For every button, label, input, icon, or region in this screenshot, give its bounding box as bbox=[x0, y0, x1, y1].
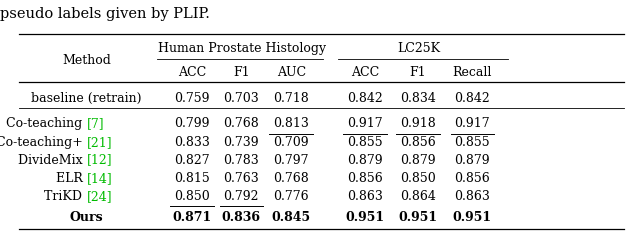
Text: 0.815: 0.815 bbox=[174, 172, 210, 185]
Text: 0.792: 0.792 bbox=[223, 190, 259, 203]
Text: 0.703: 0.703 bbox=[223, 92, 259, 105]
Text: ELR: ELR bbox=[56, 172, 86, 185]
Text: pseudo labels given by PLIP.: pseudo labels given by PLIP. bbox=[0, 7, 210, 21]
Text: TriKD [24]: TriKD [24] bbox=[52, 190, 120, 203]
Text: 0.833: 0.833 bbox=[174, 136, 210, 149]
Text: 0.879: 0.879 bbox=[400, 154, 436, 167]
Text: 0.879: 0.879 bbox=[347, 154, 383, 167]
Text: Method: Method bbox=[62, 54, 111, 67]
Text: Ours: Ours bbox=[70, 211, 103, 224]
Text: 0.871: 0.871 bbox=[172, 211, 212, 224]
Text: 0.763: 0.763 bbox=[223, 172, 259, 185]
Text: 0.850: 0.850 bbox=[400, 172, 436, 185]
Text: Recall: Recall bbox=[452, 66, 492, 79]
Text: Co-teaching [7]: Co-teaching [7] bbox=[38, 117, 135, 130]
Text: 0.917: 0.917 bbox=[347, 117, 383, 130]
Text: Co-teaching+ [21]: Co-teaching+ [21] bbox=[28, 136, 145, 149]
Text: F1: F1 bbox=[410, 66, 426, 79]
Text: 0.827: 0.827 bbox=[174, 154, 210, 167]
Text: 0.951: 0.951 bbox=[452, 211, 492, 224]
Text: LC25K: LC25K bbox=[397, 42, 440, 55]
Text: 0.863: 0.863 bbox=[347, 190, 383, 203]
Text: 0.709: 0.709 bbox=[273, 136, 309, 149]
Text: 0.776: 0.776 bbox=[273, 190, 309, 203]
Text: Co-teaching: Co-teaching bbox=[6, 117, 86, 130]
Text: Co-teaching+: Co-teaching+ bbox=[0, 136, 86, 149]
Text: 0.783: 0.783 bbox=[223, 154, 259, 167]
Text: 0.813: 0.813 bbox=[273, 117, 309, 130]
Text: DivideMix: DivideMix bbox=[18, 154, 86, 167]
Text: [14]: [14] bbox=[86, 172, 112, 185]
Text: [12]: [12] bbox=[86, 154, 112, 167]
Text: 0.759: 0.759 bbox=[174, 92, 210, 105]
Text: 0.836: 0.836 bbox=[222, 211, 260, 224]
Text: 0.768: 0.768 bbox=[223, 117, 259, 130]
Text: 0.797: 0.797 bbox=[273, 154, 309, 167]
Text: 0.850: 0.850 bbox=[174, 190, 210, 203]
Text: [7]: [7] bbox=[86, 117, 104, 130]
Text: 0.842: 0.842 bbox=[454, 92, 490, 105]
Text: 0.863: 0.863 bbox=[454, 190, 490, 203]
Text: F1: F1 bbox=[233, 66, 250, 79]
Text: 0.951: 0.951 bbox=[345, 211, 385, 224]
Text: [21]: [21] bbox=[86, 136, 112, 149]
Text: 0.856: 0.856 bbox=[347, 172, 383, 185]
Text: Human Prostate Histology: Human Prostate Histology bbox=[157, 42, 326, 55]
Text: TriKD: TriKD bbox=[44, 190, 86, 203]
Text: 0.768: 0.768 bbox=[273, 172, 309, 185]
Text: 0.799: 0.799 bbox=[174, 117, 210, 130]
Text: baseline (retrain): baseline (retrain) bbox=[31, 92, 141, 105]
Text: ACC: ACC bbox=[351, 66, 379, 79]
Text: [24]: [24] bbox=[86, 190, 112, 203]
Text: 0.879: 0.879 bbox=[454, 154, 490, 167]
Text: ELR [14]: ELR [14] bbox=[58, 172, 115, 185]
Text: 0.856: 0.856 bbox=[400, 136, 436, 149]
Text: 0.845: 0.845 bbox=[271, 211, 311, 224]
Text: 0.918: 0.918 bbox=[400, 117, 436, 130]
Text: ACC: ACC bbox=[178, 66, 206, 79]
Text: 0.917: 0.917 bbox=[454, 117, 490, 130]
Text: 0.718: 0.718 bbox=[273, 92, 309, 105]
Text: DivideMix [12]: DivideMix [12] bbox=[39, 154, 134, 167]
Text: 0.834: 0.834 bbox=[400, 92, 436, 105]
Text: AUC: AUC bbox=[276, 66, 306, 79]
Text: 0.842: 0.842 bbox=[347, 92, 383, 105]
Text: 0.951: 0.951 bbox=[398, 211, 438, 224]
Text: 0.856: 0.856 bbox=[454, 172, 490, 185]
Text: 0.855: 0.855 bbox=[454, 136, 490, 149]
Text: 0.864: 0.864 bbox=[400, 190, 436, 203]
Text: 0.855: 0.855 bbox=[347, 136, 383, 149]
Text: 0.739: 0.739 bbox=[223, 136, 259, 149]
